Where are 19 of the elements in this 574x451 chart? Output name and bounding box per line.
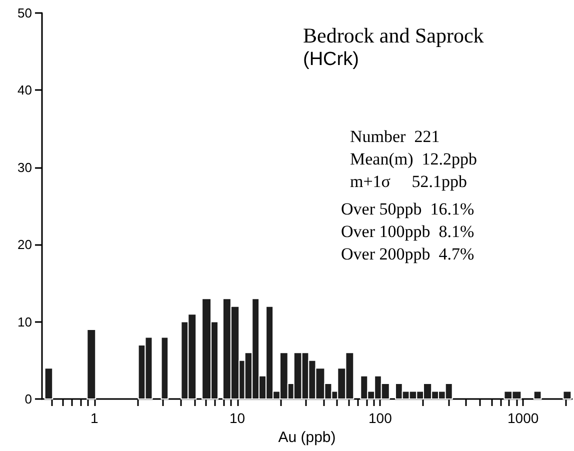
y-tick-label: 50: [18, 6, 32, 20]
x-tick-label: 1000: [507, 410, 539, 426]
annotation: Over 50ppb 16.1%: [341, 200, 474, 218]
annotation: Over 100ppb 8.1%: [341, 222, 474, 241]
x-tick-label: 100: [368, 410, 392, 426]
x-tick-label: 1: [90, 410, 98, 426]
text: Bedrock and Saprock: [303, 24, 484, 48]
annotation: Over 200ppb 4.7%: [341, 244, 474, 264]
annotation: Number 221: [350, 127, 440, 146]
text: (HCrk): [303, 49, 359, 70]
annotation: m+1σ 52.1ppb: [350, 172, 467, 191]
y-tick-label: 30: [18, 160, 32, 175]
annotation: Mean(m) 12.2ppb: [350, 150, 478, 168]
y-tick-label: 0: [24, 392, 32, 406]
x-axis-title: Au (ppb): [278, 428, 336, 446]
y-tick-label: 40: [18, 82, 32, 98]
y-tick-label: 10: [18, 314, 32, 330]
x-tick-label: 10: [229, 410, 246, 426]
y-tick-label: 20: [18, 237, 32, 252]
